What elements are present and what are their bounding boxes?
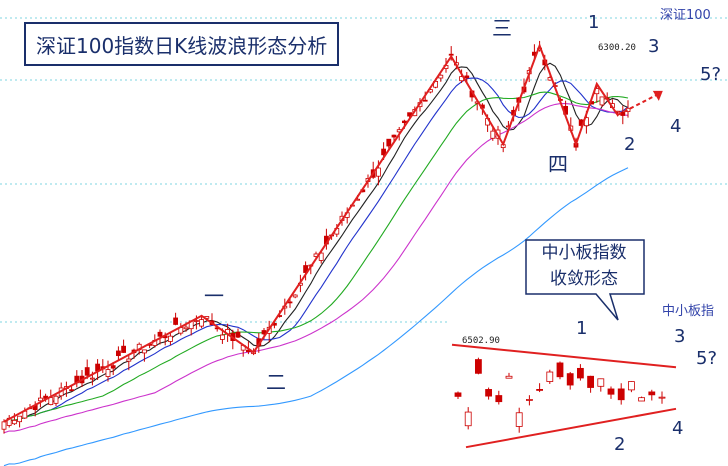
inset-candle-body bbox=[546, 371, 554, 382]
callout-text: 中小板指数 收敛形态 bbox=[524, 240, 644, 292]
candle-body bbox=[116, 350, 121, 357]
callout-line-1: 中小板指数 bbox=[541, 243, 627, 263]
wave-label-three: 三 bbox=[492, 16, 512, 40]
candle-body bbox=[105, 369, 111, 377]
main-projection-arrow bbox=[652, 90, 663, 101]
inset-candle-body bbox=[474, 359, 482, 374]
inset-candle-body bbox=[617, 388, 625, 401]
candle-body bbox=[167, 335, 173, 342]
ma20-line bbox=[3, 91, 629, 423]
inset-candle-body bbox=[638, 397, 645, 402]
inset-candle-body bbox=[536, 389, 543, 391]
inset-candle-body bbox=[566, 373, 574, 386]
candle-body bbox=[121, 345, 126, 353]
candle-body bbox=[464, 75, 470, 79]
candle-body bbox=[292, 294, 298, 298]
wave-label-two: 二 bbox=[266, 370, 286, 394]
inset-candle-body bbox=[495, 395, 503, 403]
candle-body bbox=[183, 326, 189, 330]
inset-candle-body bbox=[505, 375, 513, 379]
candle-body bbox=[157, 331, 163, 337]
candle-body bbox=[375, 167, 381, 177]
candle-body bbox=[391, 134, 397, 138]
candle-body bbox=[381, 148, 387, 156]
main-wave-3: 3 bbox=[648, 36, 660, 57]
small-wave-3: 3 bbox=[674, 326, 686, 347]
candle-body bbox=[38, 397, 43, 402]
candle-body bbox=[48, 397, 54, 405]
wave-label-one: 一 bbox=[204, 284, 224, 308]
inset-candle-body bbox=[607, 388, 615, 395]
main-index-label: 深证100 bbox=[660, 8, 711, 23]
inset-candle-body bbox=[515, 412, 523, 427]
main-wave-2: 2 bbox=[624, 134, 636, 155]
inset-candle-body bbox=[577, 367, 584, 379]
inset-support-line bbox=[465, 407, 677, 449]
main-wave-5: 5? bbox=[700, 64, 722, 85]
inset-candle-body bbox=[454, 392, 462, 397]
candle-body bbox=[11, 419, 17, 425]
ma60-line bbox=[3, 167, 629, 466]
main-wave-path bbox=[3, 42, 619, 423]
candle-body bbox=[69, 389, 74, 392]
candle-body bbox=[173, 317, 179, 325]
small-wave-2: 2 bbox=[614, 434, 626, 455]
ma30-line bbox=[3, 103, 629, 434]
candle-body bbox=[303, 265, 309, 273]
callout-line-2: 收敛形态 bbox=[550, 269, 618, 289]
small-wave-5: 5? bbox=[696, 348, 718, 369]
candle-body bbox=[17, 415, 23, 423]
candle-body bbox=[141, 349, 147, 354]
candle-body bbox=[235, 331, 241, 338]
candle-body bbox=[287, 301, 293, 304]
candle-body bbox=[422, 99, 428, 102]
small-index-label: 中小板指 bbox=[662, 304, 715, 319]
candle-body bbox=[90, 377, 95, 380]
inset-candle-body bbox=[556, 362, 564, 378]
main-wave-1: 1 bbox=[588, 12, 600, 33]
candle-body bbox=[53, 395, 59, 404]
candle-body bbox=[219, 334, 225, 340]
candle-body bbox=[110, 365, 116, 369]
inset-candle-body bbox=[526, 399, 533, 401]
small-wave-4: 4 bbox=[672, 418, 684, 439]
candle-body bbox=[1, 421, 7, 430]
wave-label-four: 四 bbox=[548, 152, 568, 176]
candle-body bbox=[318, 252, 324, 261]
inset-resistance-line bbox=[451, 343, 677, 369]
main-high-label: 6300.20 bbox=[598, 43, 636, 53]
main-wave-4: 4 bbox=[670, 116, 682, 137]
inset-candle-body bbox=[628, 381, 635, 391]
candle-body bbox=[386, 138, 392, 147]
inset-candle-body bbox=[485, 389, 493, 397]
candle-body bbox=[126, 358, 132, 362]
inset-candle-body bbox=[587, 375, 594, 388]
inset-candle-body bbox=[658, 396, 666, 399]
small-high-label: 6502.90 bbox=[462, 336, 500, 346]
inset-candle-body bbox=[464, 411, 472, 427]
inset-candle-body bbox=[597, 378, 605, 387]
callout-box bbox=[525, 239, 645, 321]
candle-body bbox=[599, 96, 605, 106]
candle-body bbox=[193, 320, 199, 322]
candle-body bbox=[490, 130, 496, 139]
inset-candle-body bbox=[648, 391, 656, 396]
small-wave-1: 1 bbox=[576, 318, 588, 339]
candle-body bbox=[199, 319, 205, 327]
main-wave-projection bbox=[617, 93, 658, 116]
chart-title-box: 深证100指数日K线波浪形态分析 bbox=[24, 22, 340, 66]
candle-body bbox=[84, 367, 90, 376]
chart-title: 深证100指数日K线波浪形态分析 bbox=[36, 33, 328, 58]
candle-body bbox=[401, 120, 407, 124]
